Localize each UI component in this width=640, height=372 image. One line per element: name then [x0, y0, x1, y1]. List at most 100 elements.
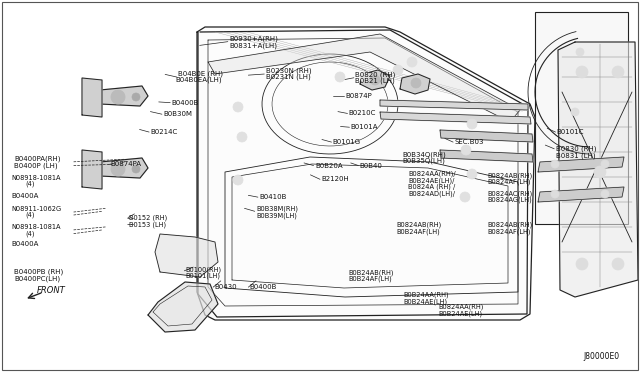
- Text: B0874P: B0874P: [345, 93, 372, 99]
- Polygon shape: [155, 234, 218, 277]
- Circle shape: [360, 72, 370, 82]
- Text: B0824AG(LH): B0824AG(LH): [488, 197, 532, 203]
- Circle shape: [460, 192, 470, 202]
- Text: B0430: B0430: [214, 284, 237, 290]
- Text: B0824AC(RH): B0824AC(RH): [488, 190, 533, 197]
- Text: N08918-1081A: N08918-1081A: [12, 175, 61, 181]
- Text: B0400A: B0400A: [12, 193, 39, 199]
- Text: (4): (4): [26, 212, 35, 218]
- Text: B0231N (LH): B0231N (LH): [266, 74, 310, 80]
- Text: B0824AA(RH)/: B0824AA(RH)/: [408, 171, 456, 177]
- Circle shape: [461, 145, 471, 155]
- Text: B0100(RH): B0100(RH): [186, 266, 221, 273]
- Text: B0400B: B0400B: [172, 100, 199, 106]
- Circle shape: [237, 132, 247, 142]
- Polygon shape: [360, 70, 390, 90]
- Text: B0101A: B0101A: [351, 124, 378, 130]
- Text: B0830 (RH): B0830 (RH): [556, 145, 596, 152]
- Text: B0824AB(RH): B0824AB(RH): [397, 222, 442, 228]
- Text: B0B24AE(LH)/: B0B24AE(LH)/: [408, 177, 454, 184]
- Text: B04B0E (RH): B04B0E (RH): [178, 70, 223, 77]
- Text: B0101G: B0101G: [333, 139, 361, 145]
- Text: B0B24AF(LH): B0B24AF(LH): [397, 228, 440, 235]
- Circle shape: [612, 66, 624, 78]
- Text: B0152 (RH): B0152 (RH): [129, 214, 168, 221]
- Text: B0831 (LH): B0831 (LH): [556, 152, 595, 159]
- Polygon shape: [82, 78, 102, 117]
- Text: N08918-1081A: N08918-1081A: [12, 224, 61, 230]
- Polygon shape: [197, 27, 535, 320]
- Circle shape: [132, 165, 140, 173]
- Text: B0B20A: B0B20A: [315, 163, 342, 169]
- Circle shape: [335, 72, 345, 82]
- Circle shape: [393, 65, 403, 75]
- Polygon shape: [558, 42, 638, 297]
- Text: B0400B: B0400B: [250, 284, 277, 290]
- Text: B0B24AA(RH): B0B24AA(RH): [403, 291, 449, 298]
- Text: B0B24AF(LH): B0B24AF(LH): [349, 276, 392, 282]
- Text: B04B0EA(LH): B04B0EA(LH): [175, 77, 222, 83]
- Text: J80000E0: J80000E0: [584, 352, 620, 361]
- Text: B0B24AE(LH): B0B24AE(LH): [438, 310, 483, 317]
- Text: B0400PC(LH): B0400PC(LH): [14, 275, 60, 282]
- Polygon shape: [100, 158, 148, 178]
- Text: B0824AF(LH): B0824AF(LH): [488, 228, 531, 235]
- Polygon shape: [538, 157, 624, 172]
- Text: B0B24AB(RH): B0B24AB(RH): [349, 269, 394, 276]
- Text: (4): (4): [26, 181, 35, 187]
- Circle shape: [601, 190, 609, 198]
- Text: B0400A: B0400A: [12, 241, 39, 247]
- Text: B0230N (RH): B0230N (RH): [266, 67, 311, 74]
- Circle shape: [467, 119, 477, 129]
- Polygon shape: [148, 282, 218, 332]
- Polygon shape: [82, 150, 102, 189]
- Text: B0824AB(RH): B0824AB(RH): [488, 222, 533, 228]
- Polygon shape: [538, 187, 624, 202]
- Polygon shape: [440, 130, 533, 142]
- Text: FRONT: FRONT: [37, 286, 66, 295]
- Text: B0101(LH): B0101(LH): [186, 273, 221, 279]
- Polygon shape: [380, 112, 531, 124]
- Polygon shape: [100, 86, 148, 106]
- Text: B0824AA(RH): B0824AA(RH): [438, 304, 484, 310]
- Text: B0400PA(RH): B0400PA(RH): [14, 155, 61, 162]
- Text: B0824AF(LH): B0824AF(LH): [488, 178, 531, 185]
- Circle shape: [551, 190, 559, 198]
- Polygon shape: [380, 100, 528, 110]
- Polygon shape: [440, 150, 533, 162]
- Circle shape: [576, 66, 588, 78]
- Text: (4): (4): [26, 230, 35, 237]
- Text: B0824A (RH) /: B0824A (RH) /: [408, 183, 456, 190]
- Text: B0210C: B0210C: [349, 110, 376, 116]
- Text: B0824AD(LH)/: B0824AD(LH)/: [408, 190, 455, 197]
- Circle shape: [601, 160, 609, 168]
- Circle shape: [233, 175, 243, 185]
- Text: B0B30M: B0B30M: [163, 111, 192, 117]
- Circle shape: [551, 160, 559, 168]
- Text: B0874PA: B0874PA: [110, 161, 141, 167]
- Text: B0930+A(RH): B0930+A(RH): [229, 36, 278, 42]
- Circle shape: [594, 166, 606, 178]
- Polygon shape: [208, 34, 520, 122]
- Text: B0B35Q(LH): B0B35Q(LH): [402, 158, 445, 164]
- Text: B0820 (RH): B0820 (RH): [355, 71, 396, 78]
- Text: B0153 (LH): B0153 (LH): [129, 221, 166, 228]
- Text: B0410B: B0410B: [259, 194, 287, 200]
- Bar: [535, 12, 628, 224]
- Text: B0B21 (LH): B0B21 (LH): [355, 78, 395, 84]
- Circle shape: [411, 78, 421, 88]
- Text: B0400PB (RH): B0400PB (RH): [14, 268, 63, 275]
- Circle shape: [576, 48, 584, 56]
- Circle shape: [612, 258, 624, 270]
- Circle shape: [407, 57, 417, 67]
- Circle shape: [467, 169, 477, 179]
- Circle shape: [132, 93, 140, 101]
- Circle shape: [111, 162, 125, 176]
- Circle shape: [233, 102, 243, 112]
- Circle shape: [370, 75, 380, 85]
- Circle shape: [111, 90, 125, 104]
- Text: B0B39M(LH): B0B39M(LH): [256, 212, 297, 219]
- Text: B0824AB(RH): B0824AB(RH): [488, 172, 533, 179]
- Text: B0B38M(RH): B0B38M(RH): [256, 206, 298, 212]
- Text: B0B40: B0B40: [360, 163, 383, 169]
